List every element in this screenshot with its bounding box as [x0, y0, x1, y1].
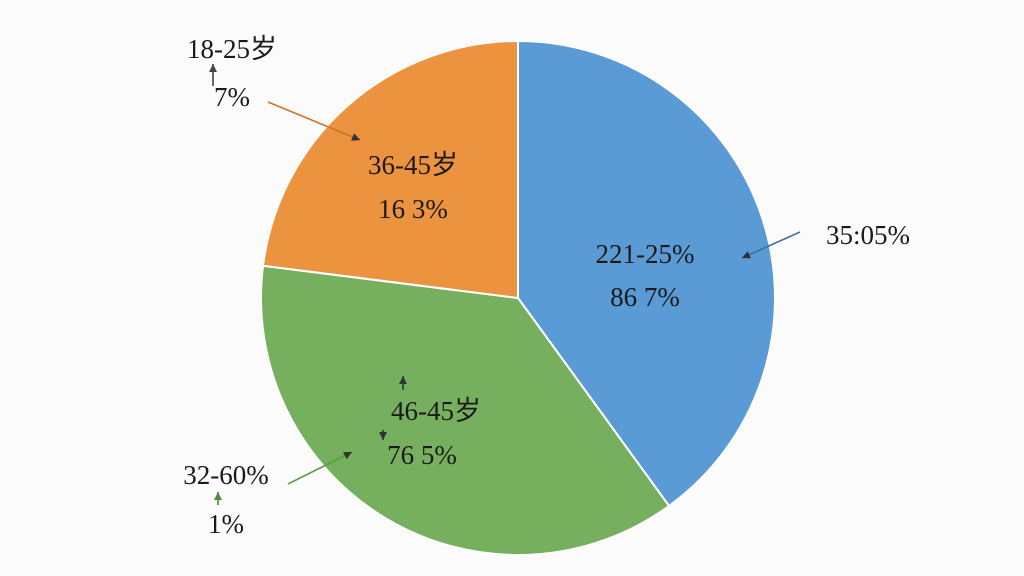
slice-label-blue-value: 86 7%	[610, 282, 680, 312]
callout-bottom-left-line2: 1%	[208, 509, 244, 539]
leader-line-top-left	[267, 101, 361, 141]
slice-label-blue-category: 221-25%	[596, 239, 695, 269]
callout-right-line1: 35:05%	[826, 220, 910, 250]
callout-top-left-line1: 18-25岁	[187, 34, 277, 64]
callout-top-left-line2: 7%	[214, 82, 250, 112]
leader-arrow-right	[742, 251, 751, 259]
leader-tick-arrow-green-top	[399, 376, 407, 384]
leader-tick-arrow-bottom-left	[214, 492, 222, 500]
slice-label-green-category: 46-45岁	[391, 396, 481, 426]
leader-arrow-top-left	[351, 133, 360, 141]
slice-label-green-value: 76 5%	[387, 440, 457, 470]
slice-label-orange-category: 36-45岁	[368, 150, 458, 180]
leader-tick-arrow-top-left	[209, 64, 217, 72]
pie-slice-2	[261, 39, 519, 300]
leader-line-bottom-left	[287, 451, 353, 485]
leader-arrow-bottom-left	[343, 452, 352, 460]
leader-line-right	[741, 231, 801, 259]
leader-tick-arrow-green-left	[379, 432, 387, 440]
pie-slice-1	[260, 264, 671, 556]
slice-label-orange-value: 16 3%	[378, 194, 448, 224]
callout-bottom-left-line1: 32-60%	[183, 460, 268, 490]
pie-slice-0	[517, 39, 776, 508]
